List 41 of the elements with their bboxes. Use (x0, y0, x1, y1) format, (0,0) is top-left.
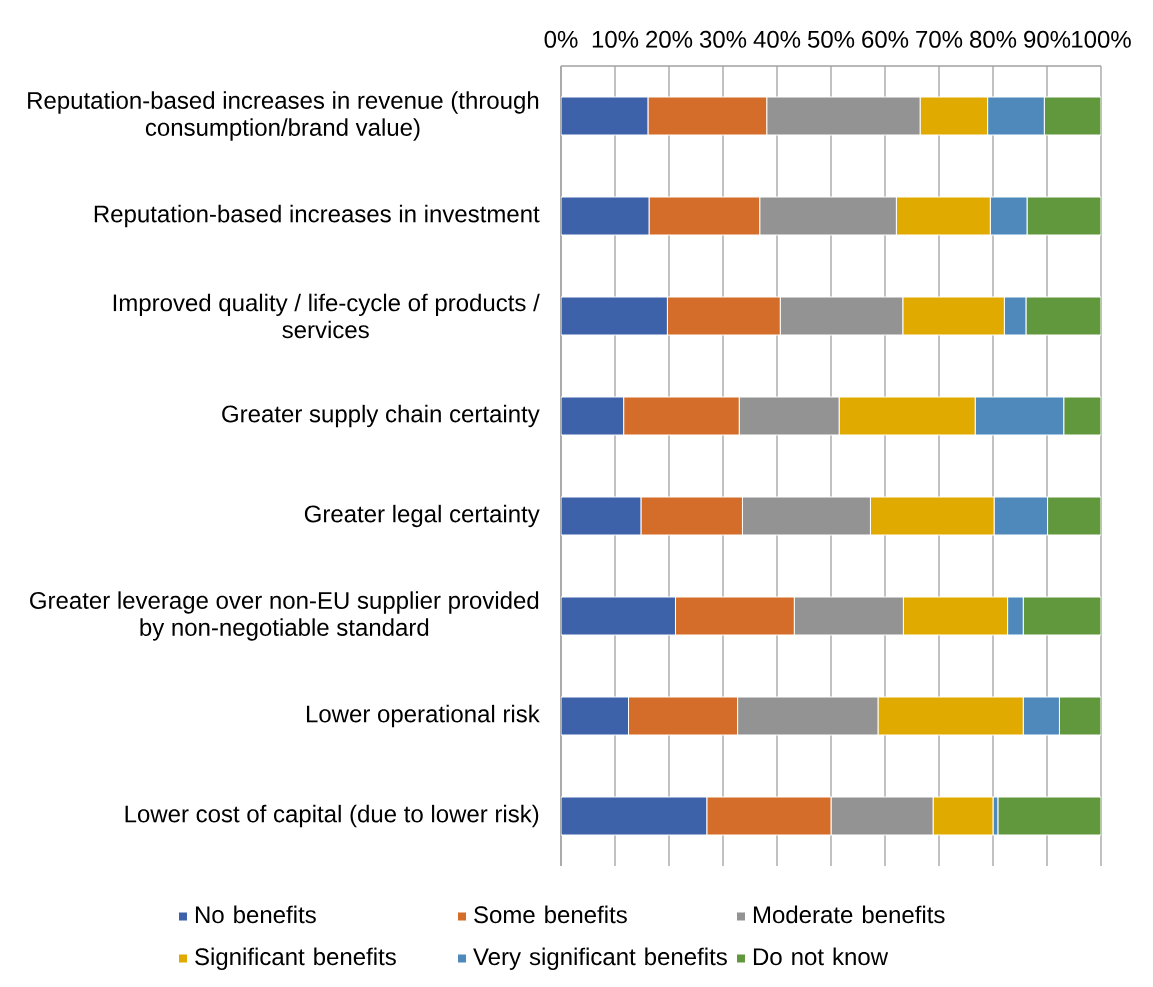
bar (561, 496, 642, 536)
x-tick-label: 30% (699, 30, 747, 48)
x-tick-label: 40% (753, 30, 801, 48)
bar (561, 296, 668, 336)
y-tick-label: Greater legal certainty (304, 504, 540, 528)
legend-label: Significant benefits (195, 947, 396, 970)
legend-label: Very significant benefits (473, 947, 727, 970)
bar (1022, 596, 1102, 636)
bar (997, 796, 1102, 836)
legend-label: Some benefits (474, 905, 627, 924)
x-tick-label: 0% (544, 30, 578, 48)
bar (1063, 396, 1102, 436)
y-tick-label: Lower cost of capital (due to lower risk) (125, 804, 539, 828)
y-tick-label: Improved quality / life-cycle of products / services (113, 293, 540, 339)
bar (1047, 496, 1102, 536)
bar (561, 796, 708, 836)
x-tick-label: 50% (807, 30, 855, 48)
bar (561, 196, 650, 236)
bar (561, 696, 629, 736)
y-tick-label: Reputation-based increases in revenue (through consumption/brand value) (28, 91, 539, 141)
bar (561, 396, 625, 436)
legend-label: No benefits (195, 905, 316, 924)
x-tick-label: 10% (592, 30, 639, 48)
bar (1025, 296, 1102, 336)
x-tick-label: 70% (916, 30, 963, 48)
y-tick-label: Reputation-based increases in investment (94, 204, 540, 228)
legend-label: Moderate benefits (753, 905, 945, 924)
x-tick-label: 90% (1024, 30, 1071, 48)
y-tick-label: Greater leverage over non-EU supplier provided by non-negotiable standard (30, 591, 539, 641)
bar (561, 596, 676, 636)
legend-label: Do not know (753, 947, 889, 966)
x-tick-label: 60% (862, 30, 909, 48)
y-tick-label: Lower operational risk (306, 704, 540, 728)
bar (561, 96, 649, 136)
bar (1043, 96, 1102, 136)
x-tick-label: 80% (970, 30, 1017, 48)
x-tick-label: 20% (646, 30, 693, 48)
bar (1058, 696, 1102, 736)
y-tick-label: Greater supply chain certainty (222, 404, 540, 428)
bar (1026, 196, 1102, 236)
x-tick-label: 100% (1072, 30, 1131, 48)
